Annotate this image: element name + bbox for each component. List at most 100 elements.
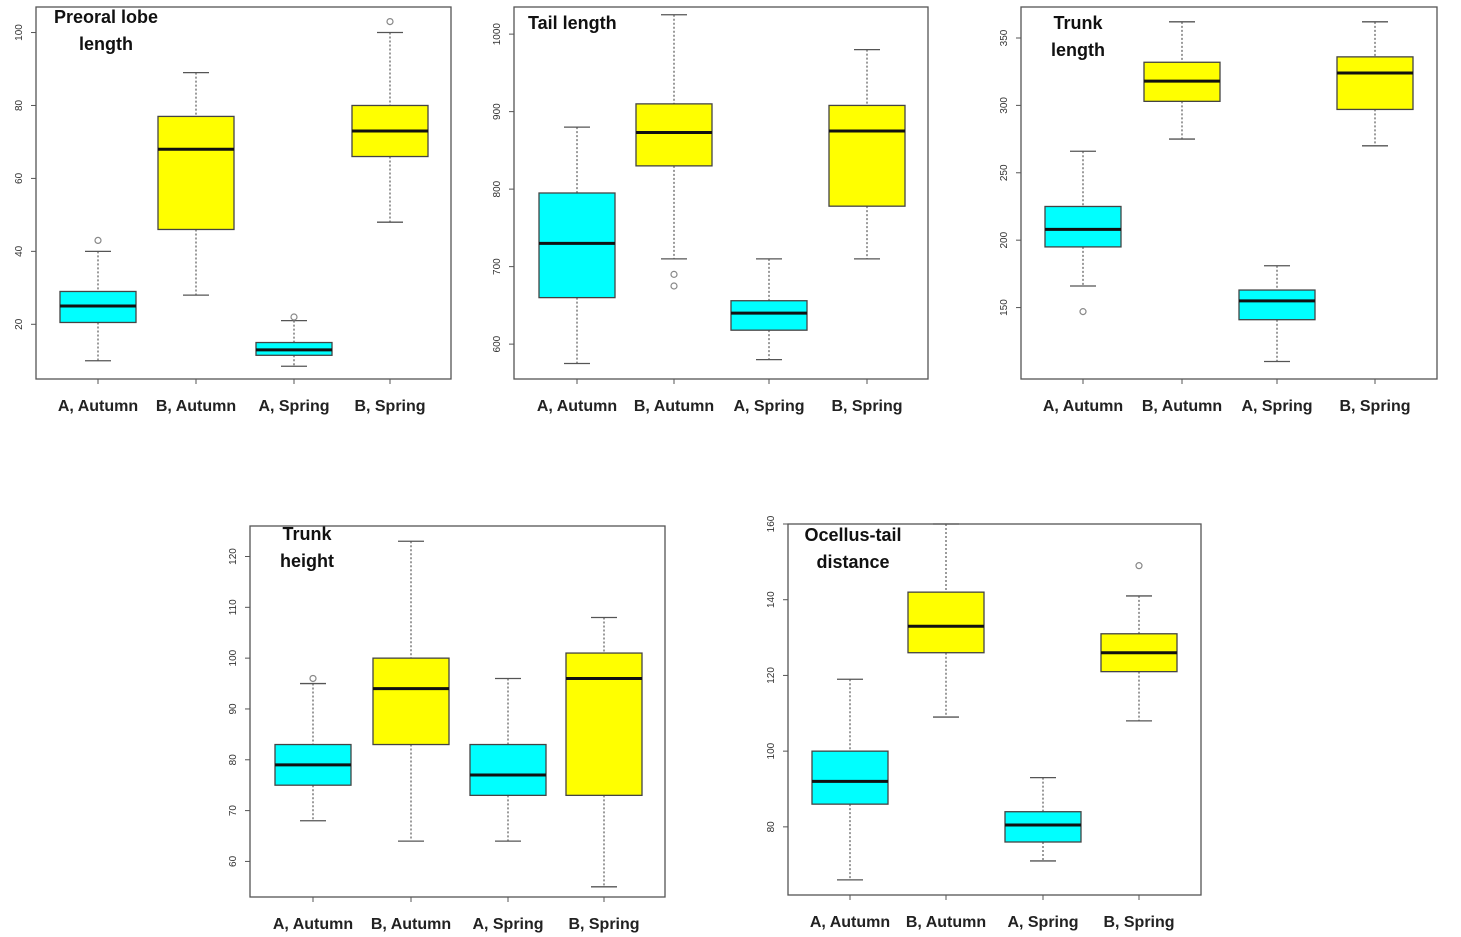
y-tick-label: 110 (228, 599, 239, 615)
iqr-box (1336, 56, 1414, 111)
box-a-autumn (274, 674, 352, 822)
y-tick-label: 600 (492, 335, 503, 352)
y-tick-label: 300 (999, 97, 1010, 114)
x-category-label: A, Autumn (1043, 398, 1123, 415)
y-tick-label: 800 (492, 180, 503, 197)
iqr-box (1004, 811, 1082, 843)
y-tick-label: 100 (14, 24, 25, 41)
box-b-spring (828, 48, 906, 260)
panel-title-line: length (79, 34, 133, 54)
y-tick-label: 150 (999, 299, 1010, 316)
panel-title-line: Preoral lobe (54, 7, 158, 27)
y-tick-label: 80 (14, 99, 25, 111)
iqr-box (1238, 289, 1316, 321)
panel-title-line: Trunk (282, 524, 332, 544)
x-category-label: B, Spring (831, 398, 902, 415)
y-tick-label: 200 (999, 231, 1010, 248)
plot-frame (513, 6, 929, 380)
x-category-label: B, Autumn (634, 398, 714, 415)
y-tick-label: 1000 (492, 23, 503, 46)
outlier-point (670, 270, 678, 278)
x-category-label: A, Spring (733, 398, 804, 415)
plot-frame (1020, 6, 1438, 380)
x-category-label: A, Autumn (810, 914, 890, 931)
box-b-spring (565, 616, 643, 888)
iqr-box (730, 300, 808, 331)
iqr-box (469, 743, 547, 797)
x-category-label: A, Spring (1241, 398, 1312, 415)
outlier-point (1135, 562, 1143, 570)
y-tick-label: 100 (228, 649, 239, 666)
iqr-box (565, 652, 643, 797)
x-category-label: A, Spring (472, 916, 543, 933)
iqr-box (635, 103, 713, 167)
y-tick-label: 160 (766, 515, 777, 532)
panel-ocellus-tail: 80 100 120 140 160 A, Autumn B, Autumn A, Sprin… (766, 515, 1202, 931)
y-tick-label: 350 (999, 29, 1010, 46)
y-tick-label: 700 (492, 258, 503, 275)
box-b-autumn (1143, 21, 1221, 140)
panel-preoral-lobe: 20 40 60 80 100 A, Autumn B, Autumn A, Spring B,… (14, 6, 452, 415)
iqr-box (828, 104, 906, 207)
outlier-point (94, 236, 102, 245)
outlier-point (1079, 308, 1087, 316)
y-tick-label: 60 (14, 172, 25, 184)
panel-title-line: Ocellus-tail (804, 525, 901, 545)
box-a-autumn (59, 236, 137, 362)
y-tick-label: 250 (999, 164, 1010, 181)
outlier-point (670, 282, 678, 290)
plot-frame (35, 6, 452, 380)
iqr-box (907, 591, 985, 654)
box-a-spring (1238, 265, 1316, 363)
x-category-label: A, Autumn (273, 916, 353, 933)
x-category-label: B, Spring (568, 916, 639, 933)
box-b-autumn (372, 540, 450, 842)
box-a-autumn (811, 678, 889, 881)
outlier-point (290, 313, 298, 321)
outlier-point (386, 17, 394, 26)
box-b-spring (351, 17, 429, 223)
x-category-label: B, Spring (354, 398, 425, 415)
y-tick-label: 140 (766, 591, 777, 608)
y-tick-label: 120 (228, 548, 239, 565)
box-a-autumn (538, 126, 616, 365)
y-tick-label: 90 (228, 703, 239, 715)
y-tick-label: 80 (228, 754, 239, 766)
iqr-box (811, 750, 889, 805)
y-tick-label: 120 (766, 667, 777, 684)
y-tick-label: 70 (228, 805, 239, 817)
box-a-autumn (1044, 150, 1122, 316)
iqr-box (1044, 205, 1122, 248)
x-category-label: B, Spring (1339, 398, 1410, 415)
x-category-label: B, Spring (1103, 914, 1174, 931)
panel-title-line: Tail length (528, 13, 617, 33)
x-category-label: B, Autumn (1142, 398, 1222, 415)
box-b-spring (1100, 562, 1178, 722)
outlier-point (309, 674, 317, 683)
box-b-autumn (157, 71, 235, 296)
y-tick-label: 60 (228, 855, 239, 867)
y-tick-label: 900 (492, 103, 503, 120)
box-a-spring (255, 313, 333, 367)
panel-title-line: distance (816, 552, 889, 572)
panel-tail-length: 600 700 800 900 1000 A, Autumn B, Autumn A, Spr… (492, 6, 929, 415)
box-a-spring (469, 677, 547, 842)
plot-frame (249, 525, 666, 898)
panel-trunk-height: 60 70 80 90 100 110 120 A, Autumn B, Autumn A, Sp… (228, 524, 666, 933)
box-a-spring (1004, 776, 1082, 862)
box-b-autumn (907, 523, 985, 718)
y-tick-label: 40 (14, 245, 25, 257)
box-b-spring (1336, 21, 1414, 147)
panel-trunk-length: 150 200 250 300 350 A, Autumn B, Autumn A, Spri… (999, 6, 1438, 415)
panel-title-line: Trunk (1053, 13, 1103, 33)
panel-title-line: height (280, 551, 334, 571)
x-category-label: B, Autumn (906, 914, 986, 931)
y-tick-label: 20 (14, 318, 25, 330)
x-category-label: A, Autumn (537, 398, 617, 415)
box-a-spring (730, 258, 808, 361)
box-b-autumn (635, 14, 713, 290)
x-category-label: A, Spring (258, 398, 329, 415)
x-category-label: A, Spring (1007, 914, 1078, 931)
iqr-box (538, 192, 616, 299)
